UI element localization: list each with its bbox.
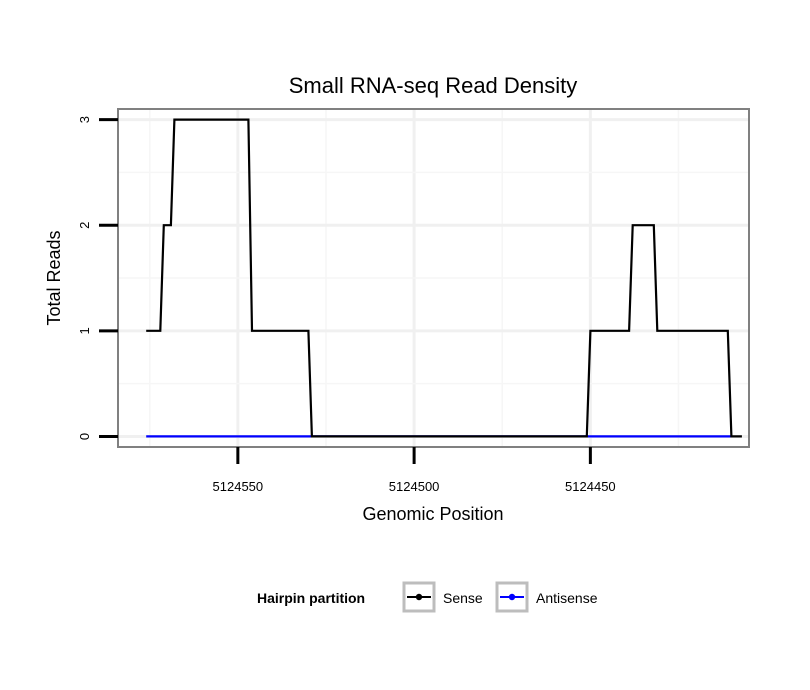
y-tick-label-2: 2 [77, 222, 92, 229]
chart-title: Small RNA-seq Read Density [289, 73, 578, 98]
y-axis-label: Total Reads [44, 230, 64, 325]
y-tick-label-3: 3 [77, 116, 92, 123]
axes: 5124550 5124500 5124450 0 1 2 3 [77, 116, 616, 494]
x-axis-label: Genomic Position [362, 504, 503, 524]
y-tick-label-0: 0 [77, 433, 92, 440]
legend-key-dot-sense [415, 593, 423, 601]
legend-label-antisense: Antisense [536, 590, 598, 606]
x-tick-label-1: 5124500 [389, 479, 440, 494]
series-lines [146, 118, 742, 438]
legend-label-sense: Sense [443, 590, 483, 606]
x-tick-label-2: 5124450 [565, 479, 616, 494]
legend-title: Hairpin partition [257, 590, 365, 606]
series-line-sense [146, 118, 742, 438]
plot-area [117, 108, 750, 448]
legend-key-dot-antisense [508, 593, 516, 601]
plot-border [117, 108, 750, 448]
x-tick-label-0: 5124550 [213, 479, 264, 494]
legend: Hairpin partition Sense Antisense [257, 581, 598, 613]
legend-key-box-sense [402, 581, 436, 613]
y-tick-label-1: 1 [77, 327, 92, 334]
